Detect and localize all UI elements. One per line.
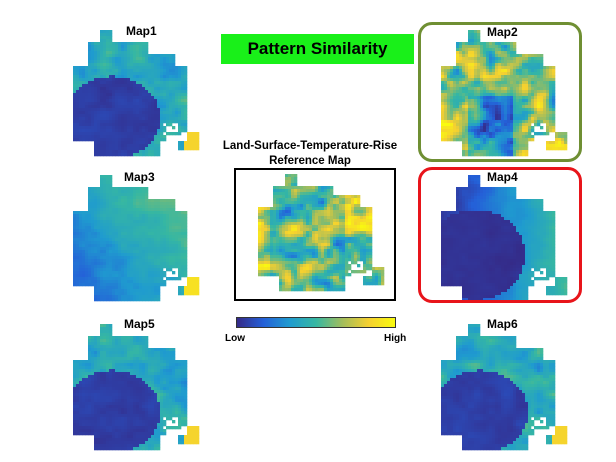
map-panel-6: Map6 — [415, 312, 580, 452]
pattern-similarity-banner: Pattern Similarity — [221, 34, 414, 64]
map-title-2: Map2 — [487, 25, 518, 39]
map4-red-highlight-frame — [418, 167, 582, 303]
map-panel-1: Map1 — [55, 20, 205, 160]
reference-title-line1: Land-Surface-Temperature-Rise — [222, 140, 398, 152]
map-6-raster — [441, 324, 568, 451]
map-5-raster — [73, 324, 200, 451]
reference-map-title: Land-Surface-Temperature-Rise Reference … — [210, 139, 410, 169]
reference-title-line2: Reference Map — [269, 155, 351, 167]
map-panel-5: Map5 — [55, 312, 205, 452]
map2-green-highlight-frame — [418, 22, 582, 162]
map-title-6: Map6 — [487, 317, 518, 331]
map-title-3: Map3 — [124, 170, 155, 184]
colorbar — [236, 317, 396, 328]
map-title-4: Map4 — [487, 170, 518, 184]
map-4-raster — [441, 175, 568, 302]
map-panel-4: Map4 — [415, 165, 580, 310]
reference-map-frame — [234, 168, 396, 301]
map-panel-3: Map3 — [55, 165, 205, 305]
map-1-raster — [73, 30, 200, 157]
map-3-raster — [73, 175, 200, 302]
map-title-1: Map1 — [126, 24, 157, 38]
colorbar-low-label: Low — [225, 333, 245, 344]
colorbar-high-label: High — [384, 333, 407, 344]
map-title-5: Map5 — [124, 317, 155, 331]
map-2-raster — [441, 30, 568, 157]
map-panel-2: Map2 — [415, 20, 580, 165]
reference-map-raster — [258, 174, 385, 292]
